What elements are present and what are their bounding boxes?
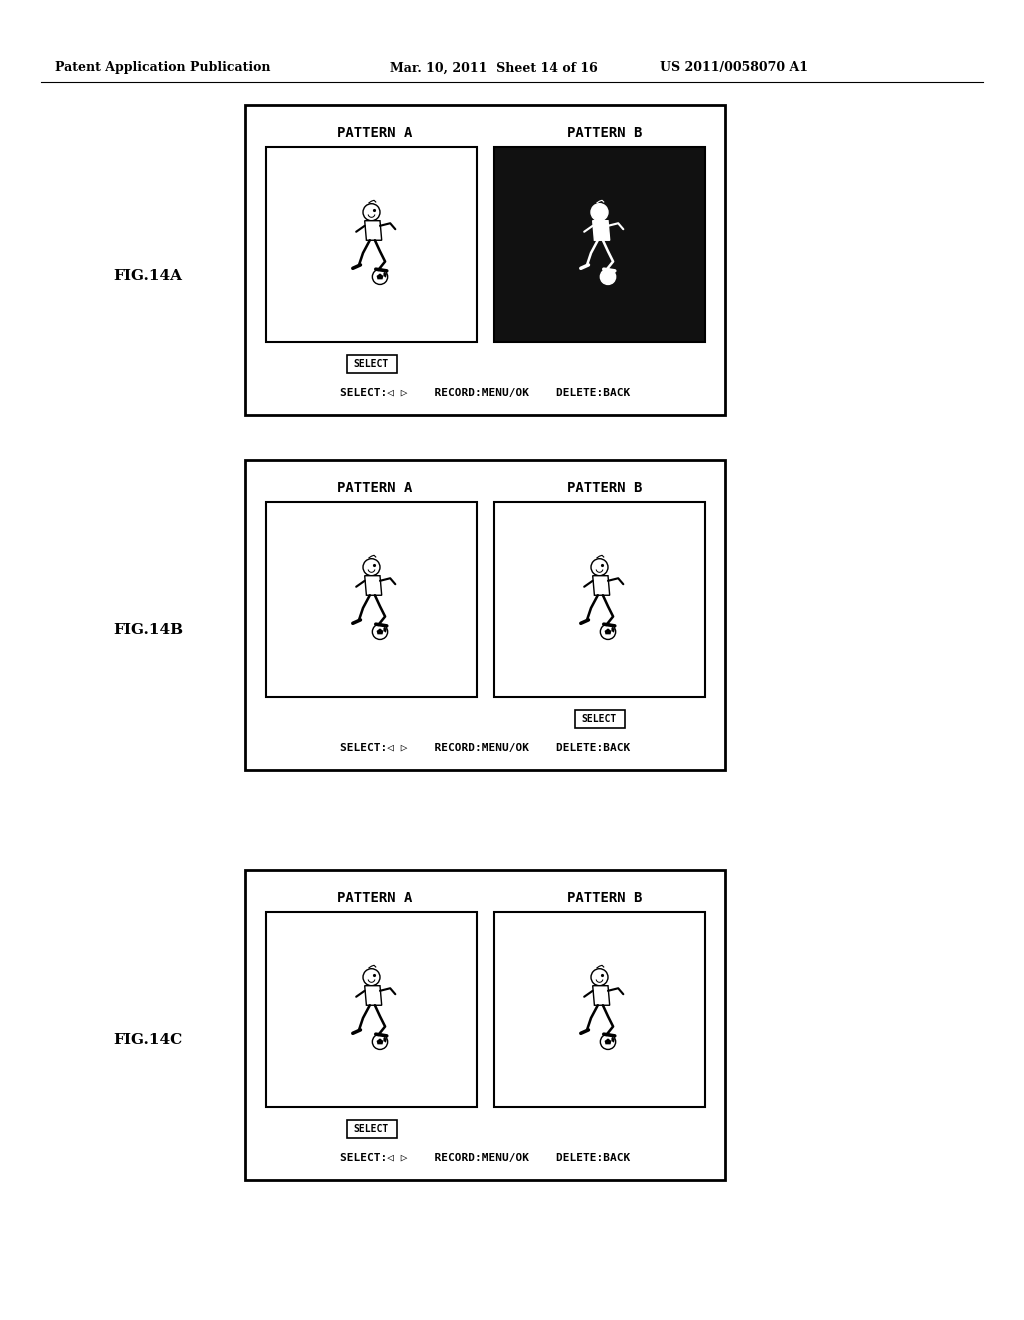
Circle shape [591, 558, 608, 576]
Bar [494, 502, 705, 697]
Bar [494, 912, 705, 1107]
Polygon shape [365, 576, 382, 595]
Polygon shape [604, 273, 611, 280]
Bar [266, 912, 477, 1107]
Text: PATTERN A: PATTERN A [337, 480, 413, 495]
Polygon shape [593, 576, 609, 595]
Bar [346, 1119, 396, 1138]
Text: SELECT:◁ ▷    RECORD:MENU/OK    DELETE:BACK: SELECT:◁ ▷ RECORD:MENU/OK DELETE:BACK [340, 1152, 630, 1163]
Text: SELECT: SELECT [354, 1125, 389, 1134]
Circle shape [373, 269, 388, 284]
Text: PATTERN B: PATTERN B [567, 480, 643, 495]
Bar [346, 355, 396, 374]
Polygon shape [383, 272, 387, 277]
Polygon shape [593, 986, 609, 1006]
Bar [266, 147, 477, 342]
Text: SELECT: SELECT [582, 714, 617, 723]
Text: PATTERN B: PATTERN B [567, 891, 643, 906]
Polygon shape [611, 272, 614, 277]
Polygon shape [377, 273, 383, 280]
Text: PATTERN B: PATTERN B [567, 125, 643, 140]
Bar [245, 106, 725, 414]
Circle shape [362, 203, 380, 220]
Text: SELECT:◁ ▷    RECORD:MENU/OK    DELETE:BACK: SELECT:◁ ▷ RECORD:MENU/OK DELETE:BACK [340, 388, 630, 399]
Circle shape [362, 969, 380, 986]
Polygon shape [383, 627, 387, 632]
Text: FIG.14A: FIG.14A [114, 268, 182, 282]
Bar [574, 710, 625, 729]
Bar [266, 502, 477, 697]
Text: US 2011/0058070 A1: US 2011/0058070 A1 [660, 62, 808, 74]
Text: SELECT: SELECT [354, 359, 389, 370]
Circle shape [373, 624, 388, 639]
Circle shape [591, 203, 608, 220]
Circle shape [373, 1034, 388, 1049]
Circle shape [600, 269, 615, 284]
Circle shape [591, 969, 608, 986]
Polygon shape [611, 627, 614, 632]
Bar [245, 459, 725, 770]
Circle shape [600, 624, 615, 639]
Circle shape [600, 1034, 615, 1049]
Polygon shape [604, 1039, 611, 1044]
Polygon shape [377, 1039, 383, 1044]
Text: SELECT:◁ ▷    RECORD:MENU/OK    DELETE:BACK: SELECT:◁ ▷ RECORD:MENU/OK DELETE:BACK [340, 743, 630, 752]
Text: PATTERN A: PATTERN A [337, 891, 413, 906]
Text: FIG.14C: FIG.14C [114, 1034, 182, 1048]
Polygon shape [365, 986, 382, 1006]
Bar [494, 147, 705, 342]
Text: PATTERN A: PATTERN A [337, 125, 413, 140]
Bar [245, 870, 725, 1180]
Polygon shape [611, 1036, 614, 1043]
Circle shape [362, 558, 380, 576]
Polygon shape [383, 1036, 387, 1043]
Polygon shape [365, 220, 382, 240]
Polygon shape [604, 628, 611, 635]
Polygon shape [377, 628, 383, 635]
Text: Mar. 10, 2011  Sheet 14 of 16: Mar. 10, 2011 Sheet 14 of 16 [390, 62, 598, 74]
Polygon shape [593, 220, 609, 240]
Text: Patent Application Publication: Patent Application Publication [55, 62, 270, 74]
Text: FIG.14B: FIG.14B [113, 623, 183, 638]
